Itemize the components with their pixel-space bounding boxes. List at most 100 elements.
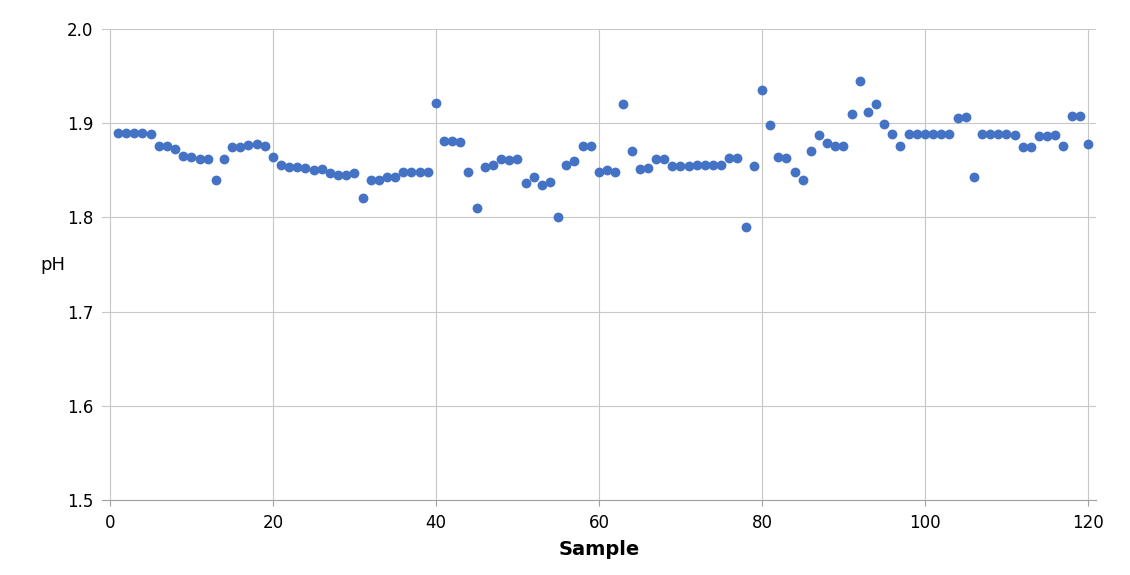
Point: [843, 109, 861, 118]
Point: [973, 130, 991, 139]
Point: [679, 162, 697, 171]
Point: [1079, 139, 1097, 148]
Point: [892, 141, 910, 150]
Point: [166, 145, 184, 154]
Point: [1071, 111, 1089, 120]
Point: [884, 130, 902, 139]
Point: [631, 164, 649, 174]
Point: [533, 181, 551, 190]
Point: [729, 154, 747, 163]
Point: [354, 193, 372, 202]
Point: [402, 167, 420, 177]
Point: [1022, 142, 1040, 151]
Point: [240, 140, 258, 150]
Point: [296, 164, 314, 173]
Point: [1046, 131, 1064, 140]
Point: [940, 130, 958, 139]
Point: [108, 129, 127, 138]
Point: [590, 167, 608, 177]
Point: [615, 99, 633, 109]
Point: [745, 162, 763, 171]
Point: [598, 166, 616, 175]
Point: [394, 167, 412, 177]
Point: [191, 154, 209, 163]
Point: [981, 130, 999, 139]
Point: [280, 163, 298, 172]
Point: [948, 114, 966, 123]
Point: [223, 142, 241, 151]
Point: [118, 129, 136, 138]
Point: [508, 154, 527, 163]
Point: [370, 175, 388, 184]
Point: [770, 152, 788, 162]
Point: [541, 177, 559, 186]
Point: [410, 167, 428, 177]
Point: [215, 154, 233, 163]
Point: [174, 151, 192, 160]
Point: [704, 161, 722, 170]
Point: [182, 152, 200, 162]
Point: [712, 161, 730, 170]
Point: [255, 141, 273, 150]
Point: [777, 154, 796, 163]
Point: [818, 138, 836, 147]
Point: [501, 155, 519, 164]
Point: [1014, 142, 1032, 151]
Point: [737, 222, 755, 231]
Point: [346, 168, 364, 178]
Point: [998, 130, 1016, 139]
Point: [207, 175, 225, 184]
Point: [141, 130, 159, 139]
Point: [989, 130, 1007, 139]
Point: [565, 156, 583, 166]
Point: [760, 120, 779, 129]
Point: [476, 163, 494, 172]
Point: [655, 154, 673, 163]
Point: [1006, 131, 1024, 140]
Point: [272, 161, 290, 170]
Point: [329, 170, 347, 179]
Point: [606, 167, 624, 177]
Point: [1031, 132, 1049, 141]
Point: [646, 154, 664, 163]
Point: [516, 179, 534, 188]
Point: [688, 161, 706, 170]
Point: [834, 141, 852, 150]
Point: [377, 172, 395, 181]
Point: [875, 120, 893, 129]
Point: [435, 136, 453, 145]
Point: [785, 167, 803, 177]
Point: [859, 107, 877, 116]
Point: [696, 161, 714, 170]
Point: [826, 141, 844, 150]
Point: [851, 76, 869, 85]
Point: [362, 175, 380, 184]
Point: [321, 168, 339, 178]
Point: [313, 164, 331, 174]
Point: [451, 137, 469, 147]
Point: [663, 162, 681, 171]
Point: [524, 172, 542, 181]
Point: [623, 147, 641, 156]
Point: [549, 213, 567, 222]
Point: [753, 86, 771, 95]
Point: [965, 172, 983, 181]
Point: [638, 164, 657, 173]
Point: [574, 141, 592, 150]
Point: [427, 99, 445, 108]
Point: [907, 130, 925, 139]
Point: [492, 154, 510, 163]
Point: [671, 162, 689, 171]
Point: [443, 136, 461, 145]
Point: [468, 204, 486, 213]
Point: [867, 99, 885, 109]
Point: [720, 154, 738, 163]
Point: [582, 141, 600, 150]
Point: [810, 131, 828, 140]
Point: [1062, 112, 1080, 121]
Point: [305, 166, 323, 175]
X-axis label: Sample: Sample: [558, 540, 640, 559]
Point: [149, 141, 167, 150]
Point: [263, 152, 281, 162]
Point: [802, 147, 820, 156]
